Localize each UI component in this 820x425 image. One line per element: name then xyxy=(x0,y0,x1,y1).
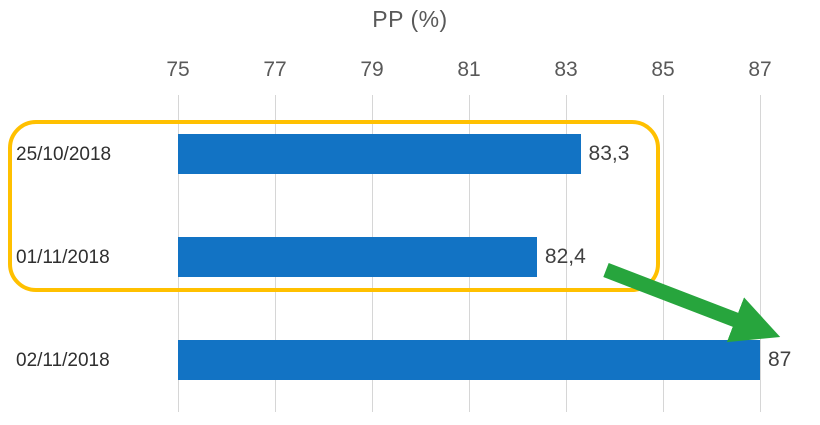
bar-25-10-2018 xyxy=(178,134,581,174)
x-tick-85: 85 xyxy=(651,58,675,81)
gridline xyxy=(663,95,664,412)
gridline xyxy=(760,95,761,412)
x-tick-75: 75 xyxy=(166,58,190,81)
chart-title: PP (%) xyxy=(372,6,448,32)
x-tick-83: 83 xyxy=(554,58,578,81)
gridline xyxy=(566,95,567,412)
value-label: 82,4 xyxy=(544,245,586,268)
x-tick-81: 81 xyxy=(457,58,481,81)
x-tick-77: 77 xyxy=(263,58,287,81)
value-label: 87 xyxy=(768,348,792,371)
x-tick-87: 87 xyxy=(748,58,772,81)
x-tick-79: 79 xyxy=(360,58,384,81)
category-label: 25/10/2018 xyxy=(16,144,112,165)
category-label: 01/11/2018 xyxy=(16,247,110,268)
bar-01-11-2018 xyxy=(178,237,537,277)
category-label: 02/11/2018 xyxy=(16,350,110,371)
bar-02-11-2018 xyxy=(178,340,760,380)
value-label: 83,3 xyxy=(588,142,630,165)
